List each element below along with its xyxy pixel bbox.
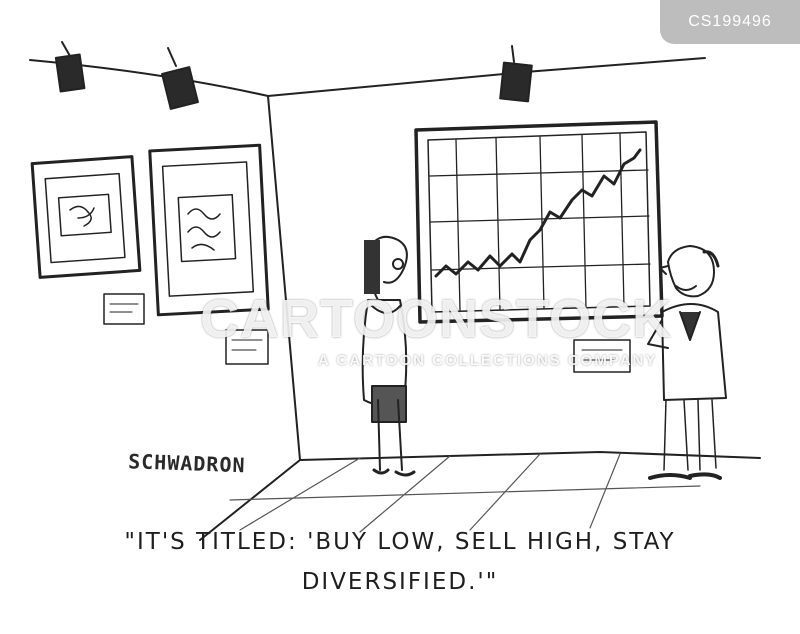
ceiling-light-1 [54, 41, 86, 93]
woman-figure [361, 235, 416, 477]
painting-middle [148, 143, 270, 365]
floor-line [299, 451, 761, 461]
cartoon-caption: "IT'S TITLED: 'BUY LOW, SELL HIGH, STAY … [60, 522, 740, 602]
ceiling-light-3 [499, 45, 533, 103]
caption-line-2: DIVERSIFIED.'" [301, 569, 499, 595]
caption-line-1: "IT'S TITLED: 'BUY LOW, SELL HIGH, STAY [124, 529, 676, 555]
chart-painting [414, 120, 664, 373]
cartoon-id-tag: CS199496 [660, 0, 800, 44]
man-figure [647, 245, 727, 480]
chart-trend-line [434, 148, 642, 278]
wall-corner-line [267, 95, 301, 461]
ceiling-light-2 [161, 47, 199, 110]
artist-signature: SCHWADRON [127, 449, 246, 478]
ceiling-line [29, 57, 706, 97]
painting-left [30, 155, 145, 325]
floor-tile-lines [229, 453, 701, 533]
